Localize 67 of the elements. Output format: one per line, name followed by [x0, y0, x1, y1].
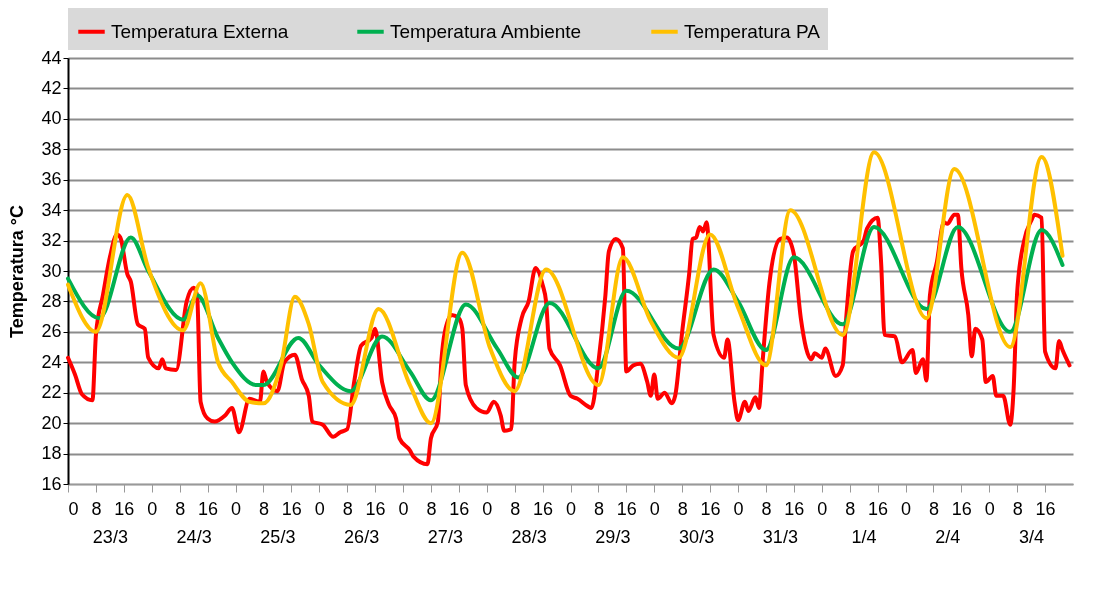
x-tick-label: 8 [761, 498, 772, 519]
x-tick-label: 8 [426, 498, 437, 519]
x-tick-label: 8 [928, 498, 939, 519]
x-tick-label: 0 [230, 498, 242, 519]
x-tick-label: 16 [700, 498, 721, 519]
x2-tick-label: 1/4 [851, 526, 877, 547]
x-tick-label: 16 [1035, 498, 1056, 519]
y-tick-label: 30 [41, 260, 62, 281]
legend-label: Temperatura Ambiente [390, 20, 582, 42]
x-tick-label: 8 [258, 498, 269, 519]
y-tick-label: 26 [41, 321, 62, 342]
x-tick-label: 8 [1012, 498, 1023, 519]
y-tick-label: 22 [41, 382, 62, 403]
x-tick-label: 0 [482, 498, 493, 519]
x-tick-label: 16 [114, 498, 135, 519]
x-tick-label: 0 [984, 498, 995, 519]
x2-tick-label: 28/3 [511, 526, 547, 547]
x2-tick-label: 31/3 [762, 526, 798, 547]
x-tick-label: 8 [677, 498, 688, 519]
x-tick-label: 0 [900, 498, 912, 519]
x-tick-label: 16 [365, 498, 386, 519]
x-tick-label: 0 [147, 498, 158, 519]
x2-tick-label: 24/3 [176, 526, 212, 547]
y-tick-label: 28 [41, 290, 62, 311]
x-tick-label: 8 [91, 498, 102, 519]
x-tick-label: 0 [398, 498, 409, 519]
x2-tick-label: 3/4 [1019, 526, 1045, 547]
x-tick-label: 16 [449, 498, 470, 519]
x-tick-label: 16 [198, 498, 219, 519]
x-tick-label: 0 [68, 498, 79, 519]
y-tick-label: 20 [41, 412, 62, 433]
x-tick-label: 8 [510, 498, 521, 519]
x-tick-label: 16 [868, 498, 889, 519]
x2-tick-label: 26/3 [344, 526, 380, 547]
x-tick-label: 8 [342, 498, 353, 519]
x2-tick-label: 25/3 [260, 526, 296, 547]
y-tick-label: 18 [41, 443, 62, 464]
x-tick-label: 16 [784, 498, 805, 519]
x-tick-label: 16 [616, 498, 637, 519]
x2-tick-label: 23/3 [92, 526, 128, 547]
y-tick-label: 38 [41, 138, 62, 159]
legend-label: Temperatura Externa [111, 20, 289, 42]
y-tick-label: 40 [41, 108, 62, 129]
x2-tick-label: 27/3 [427, 526, 463, 547]
y-tick-label: 44 [41, 47, 62, 68]
x-tick-label: 8 [175, 498, 186, 519]
y-tick-label: 16 [41, 473, 62, 494]
x-tick-label: 0 [817, 498, 828, 519]
x-tick-label: 0 [565, 498, 577, 519]
x2-tick-label: 29/3 [595, 526, 631, 547]
y-tick-label: 32 [41, 230, 62, 251]
x2-tick-label: 2/4 [935, 526, 961, 547]
y-tick-label: 42 [41, 77, 62, 98]
x-tick-label: 0 [314, 498, 325, 519]
x-tick-label: 0 [649, 498, 660, 519]
y-tick-label: 36 [41, 169, 62, 190]
x-tick-label: 0 [733, 498, 744, 519]
x-tick-label: 16 [533, 498, 554, 519]
y-tick-label: 24 [41, 351, 62, 372]
legend-label: Temperatura PA [684, 20, 821, 42]
y-tick-label: 34 [41, 199, 62, 220]
x-tick-label: 16 [281, 498, 302, 519]
y-axis-title: Temperatura °C [7, 205, 28, 338]
x-tick-label: 8 [845, 498, 856, 519]
x-tick-label: 8 [593, 498, 604, 519]
x2-tick-label: 30/3 [679, 526, 715, 547]
x-tick-label: 16 [951, 498, 972, 519]
